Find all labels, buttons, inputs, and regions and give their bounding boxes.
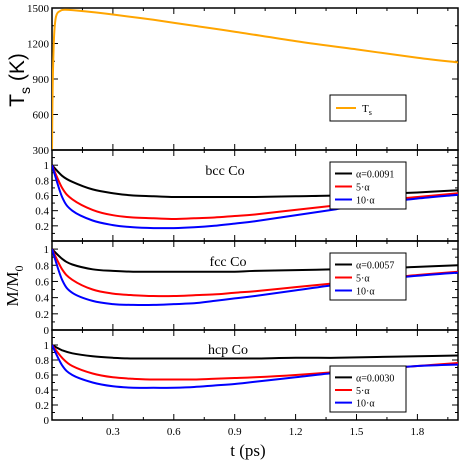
y-tick-label: 0.8	[35, 355, 49, 367]
legend-label: 10·α	[356, 196, 375, 207]
legend-label: Ts	[362, 103, 372, 117]
y-tick-label: 0.4	[35, 293, 49, 305]
legend-label: 5·α	[356, 274, 370, 285]
axis-labels: Ts (K) M/M0 t (ps)	[3, 53, 266, 460]
x-tick-label: 0.9	[228, 426, 242, 438]
panel-annotation: hcp Co	[208, 343, 248, 358]
panel-temperature: 300 600 900 1200 1500 Ts	[27, 3, 459, 157]
y-tick-label: 0.2	[35, 309, 49, 321]
legend-label: α=0.0057	[356, 261, 394, 272]
legend: Ts	[329, 94, 407, 122]
shared-y-axis-label: M/M0	[3, 266, 26, 307]
y-tick-label: 1500	[27, 3, 50, 15]
x-tick-label: 0.6	[167, 426, 181, 438]
y-tick-label: 900	[33, 74, 50, 86]
x-tick-label: 0.3	[106, 426, 120, 438]
legend-label: 10·α	[356, 287, 375, 298]
y-tick-label: 0.6	[35, 191, 49, 203]
y-tick-label: 0	[44, 415, 50, 427]
y-tick-label: 600	[33, 110, 50, 122]
legend: α=0.0091 5·α 10·α	[329, 161, 407, 210]
y-tick-label: 1200	[27, 39, 50, 51]
y-tick-label: 0	[44, 325, 50, 337]
y-tick-label: 1	[44, 244, 50, 256]
series-line	[52, 344, 458, 360]
y-tick-label: 0.6	[35, 370, 49, 382]
panels: 300 600 900 1200 1500 Ts 0.2 0.4 0.6 0.8 1 bcc Co α=…	[27, 3, 459, 438]
legend: α=0.0057 5·α 10·α	[329, 252, 407, 301]
legend-label: α=0.0030	[356, 373, 394, 384]
legend-label: 5·α	[356, 386, 370, 397]
panel-frame	[51, 7, 459, 151]
y-tick-label: 0.8	[35, 175, 49, 187]
y-tick-label: 0.8	[35, 260, 49, 272]
series-line	[52, 8, 458, 150]
x-tick-label: 1.8	[411, 426, 425, 438]
panel-annotation: fcc Co	[210, 255, 247, 270]
y-tick-label: 300	[33, 145, 50, 157]
legend: α=0.0030 5·α 10·α	[329, 365, 407, 413]
x-tick-label: 1.2	[289, 426, 303, 438]
legend-label: 5·α	[356, 183, 370, 194]
panel-fcc: 0 0.2 0.4 0.6 0.8 1 fcc Co α=0.0057 5·α 10·α	[35, 240, 459, 337]
y-tick-label: 0.4	[35, 206, 49, 218]
y-tick-label: 1	[44, 340, 50, 352]
legend-label: α=0.0091	[356, 170, 394, 181]
top-y-axis-label: Ts (K)	[6, 53, 33, 107]
x-tick-label: 1.5	[350, 426, 364, 438]
y-tick-label: 0.2	[35, 221, 49, 233]
panel-hcp: 0 0.2 0.4 0.6 0.8 1 hcp Co α=0.0030 5·α 10·α	[35, 329, 459, 427]
y-tick-label: 0.6	[35, 276, 49, 288]
panel-bcc: 0.2 0.4 0.6 0.8 1 bcc Co α=0.0091 5·α 10·α	[35, 149, 459, 242]
y-tick-label: 1	[44, 160, 50, 172]
panel-annotation: bcc Co	[205, 164, 244, 179]
y-tick-label: 0.4	[35, 385, 49, 397]
x-axis-label: t (ps)	[230, 441, 265, 460]
legend-label: 10·α	[356, 399, 375, 410]
y-tick-label: 0.2	[35, 400, 49, 412]
